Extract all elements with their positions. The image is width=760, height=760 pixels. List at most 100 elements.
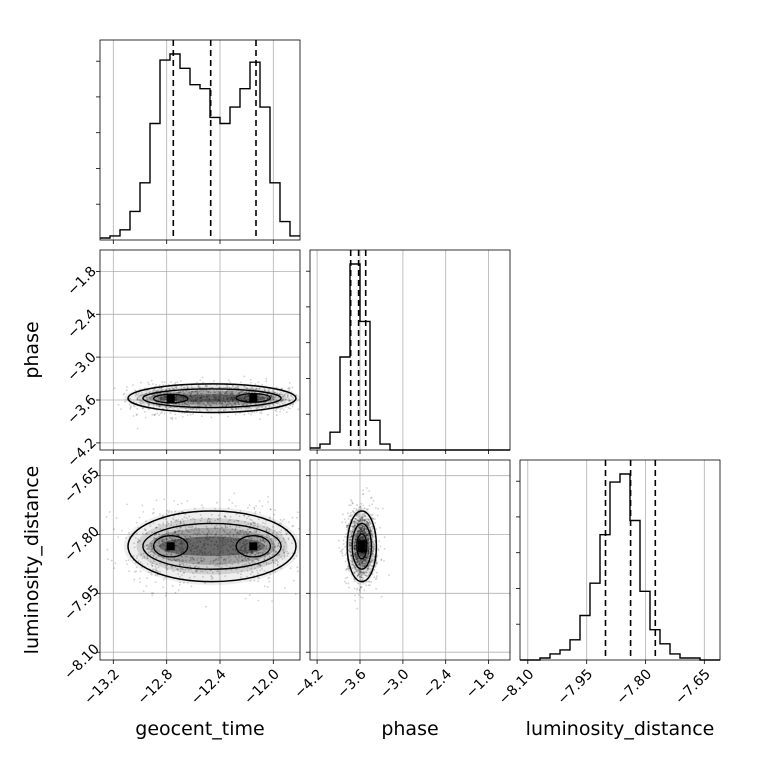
panel-phase-geocent_time-sample: [219, 391, 222, 393]
panel-phase-geocent_time-sample: [197, 385, 200, 388]
panel-luminosity_distance-geocent_time-sample: [135, 570, 138, 573]
panel-phase-geocent_time-sample: [228, 400, 230, 403]
panel-luminosity_distance-geocent_time-sample: [198, 549, 201, 552]
panel-phase-geocent_time-sample: [245, 399, 248, 402]
panel-phase-geocent_time-sample: [272, 403, 274, 405]
panel-phase-geocent_time-sample: [267, 389, 270, 392]
panel-luminosity_distance-geocent_time-sample: [287, 537, 290, 540]
panel-luminosity_distance-phase-sample: [378, 540, 381, 542]
panel-luminosity_distance-geocent_time-sample: [175, 544, 178, 547]
panel-phase-geocent_time-sample: [163, 392, 166, 395]
panel-luminosity_distance-geocent_time-sample: [279, 518, 282, 521]
panel-phase-geocent_time-sample: [166, 406, 168, 408]
panel-luminosity_distance-geocent_time-sample: [274, 559, 277, 561]
panel-luminosity_distance-geocent_time-sample: [247, 557, 249, 559]
panel-luminosity_distance-geocent_time-sample: [152, 522, 155, 525]
panel-phase-geocent_time-sample: [174, 413, 177, 416]
panel-phase-geocent_time-sample: [251, 386, 254, 389]
panel-phase-geocent_time-sample: [200, 392, 202, 395]
panel-phase-geocent_time-sample: [253, 411, 256, 413]
xtick-label-geocent_time-0: −13.2: [81, 666, 123, 708]
panel-luminosity_distance-geocent_time-sample: [224, 562, 227, 564]
panel-luminosity_distance-geocent_time-sample: [161, 537, 164, 540]
panel-phase-geocent_time-sample: [267, 397, 269, 400]
panel-luminosity_distance-geocent_time-sample: [229, 555, 232, 558]
panel-luminosity_distance-geocent_time-sample: [191, 526, 194, 528]
panel-phase-geocent_time-sample: [174, 385, 177, 388]
panel-luminosity_distance-geocent_time-sample: [219, 551, 221, 554]
panel-phase-geocent_time-sample: [167, 391, 170, 394]
panel-phase-geocent_time-sample: [138, 399, 141, 401]
panel-phase-geocent_time-sample: [229, 394, 232, 396]
panel-phase-geocent_time-sample: [182, 390, 185, 393]
panel-phase-geocent_time-sample: [233, 394, 236, 397]
panel-phase-geocent_time-sample: [160, 398, 162, 401]
panel-phase-geocent_time-sample: [255, 387, 258, 390]
panel-luminosity_distance-geocent_time-sample: [162, 534, 165, 536]
panel-luminosity_distance-geocent_time-sample: [194, 528, 196, 530]
panel-phase-geocent_time-sample: [192, 399, 195, 401]
panel-luminosity_distance-geocent_time-sample: [248, 504, 251, 506]
panel-luminosity_distance-geocent_time-sample: [250, 570, 253, 573]
panel-phase-geocent_time-sample: [197, 405, 200, 407]
panel-phase-geocent_time-sample: [258, 394, 261, 396]
panel-luminosity_distance-phase-sample: [356, 607, 359, 610]
panel-phase-geocent_time-sample: [266, 397, 269, 400]
panel-luminosity_distance-phase-sample: [348, 586, 350, 589]
panel-phase-geocent_time-sample: [204, 399, 207, 401]
panel-phase-geocent_time-sample: [209, 400, 212, 403]
panel-phase-geocent_time-sample: [176, 395, 179, 398]
panel-luminosity_distance-phase-sample: [360, 596, 362, 598]
panel-luminosity_distance-geocent_time-sample: [263, 557, 266, 560]
panel-phase-geocent_time-sample: [246, 387, 249, 390]
panel-phase-geocent_time-sample: [227, 404, 230, 407]
panel-luminosity_distance-geocent_time-sample: [225, 516, 227, 519]
panel-phase-geocent_time-sample: [233, 397, 236, 400]
panel-luminosity_distance-phase-sample: [357, 594, 360, 596]
panel-luminosity_distance-phase-sample: [373, 576, 376, 579]
panel-luminosity_distance-geocent_time-sample: [153, 552, 156, 555]
panel-phase-geocent_time-sample: [265, 406, 267, 409]
panel-phase-geocent_time-sample: [205, 396, 208, 399]
panel-phase-geocent_time-sample: [215, 397, 218, 400]
panel-luminosity_distance-geocent_time-sample: [194, 545, 197, 547]
panel-phase-geocent_time-sample: [276, 392, 278, 395]
panel-luminosity_distance-geocent_time-sample: [184, 545, 187, 548]
panel-luminosity_distance-geocent_time-sample: [258, 531, 261, 534]
panel-phase-geocent_time-sample: [259, 398, 262, 401]
panel-phase-geocent_time-sample: [271, 391, 274, 393]
panel-phase-geocent_time-sample: [244, 396, 247, 398]
panel-luminosity_distance-geocent_time-sample: [250, 523, 253, 526]
panel-luminosity_distance-geocent_time-sample: [269, 529, 271, 531]
panel-phase-geocent_time-sample: [224, 392, 226, 395]
panel-phase-geocent_time-sample: [189, 394, 192, 397]
panel-phase-geocent_time-sample: [159, 406, 161, 408]
panel-luminosity_distance-geocent_time-sample: [253, 579, 256, 582]
panel-luminosity_distance-geocent_time-sample: [245, 563, 248, 566]
panel-phase-geocent_time-sample: [247, 395, 249, 398]
panel-phase-geocent_time-sample: [196, 405, 199, 407]
panel-phase-geocent_time-sample: [243, 396, 246, 399]
panel-luminosity_distance-geocent_time-sample: [277, 544, 280, 547]
panel-phase-geocent_time-sample: [218, 386, 221, 389]
panel-phase-geocent_time-sample: [237, 401, 240, 404]
panel-luminosity_distance-geocent_time-sample: [163, 498, 166, 501]
panel-luminosity_distance-geocent_time-sample: [291, 542, 293, 544]
panel-phase-geocent_time-sample: [152, 389, 154, 392]
panel-luminosity_distance-phase-sample: [347, 582, 350, 585]
panel-luminosity_distance-geocent_time-sample: [171, 538, 174, 541]
panel-luminosity_distance-geocent_time-sample: [190, 558, 192, 561]
panel-phase-geocent_time-sample: [170, 381, 172, 383]
panel-phase-geocent_time-sample: [274, 391, 276, 394]
panel-luminosity_distance-geocent_time-sample: [179, 522, 182, 525]
panel-luminosity_distance-geocent_time-sample: [177, 568, 180, 571]
panel-luminosity_distance-geocent_time-sample: [139, 570, 142, 573]
panel-luminosity_distance-geocent_time-sample: [185, 553, 188, 555]
panel-phase-geocent_time-sample: [226, 398, 229, 401]
panel-phase-geocent_time-sample: [238, 396, 241, 399]
panel-luminosity_distance-geocent_time-sample: [240, 546, 243, 549]
panel-phase-geocent_time-sample: [200, 401, 203, 404]
panel-luminosity_distance-phase-sample: [343, 580, 346, 583]
panel-phase-geocent_time-sample: [282, 402, 284, 405]
